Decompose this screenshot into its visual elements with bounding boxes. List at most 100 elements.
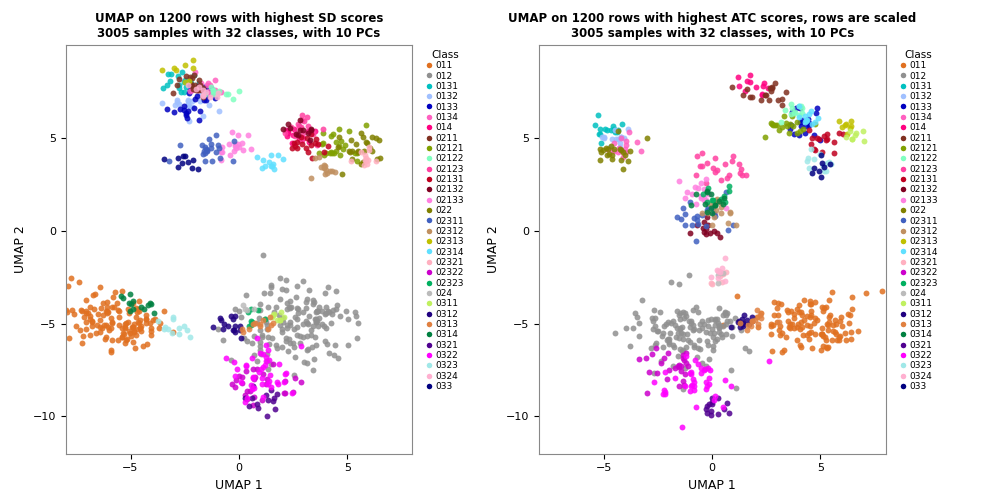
Point <box>776 112 792 120</box>
Point <box>191 76 207 84</box>
Point <box>198 143 214 151</box>
Point <box>700 364 716 372</box>
Point <box>245 401 261 409</box>
Point <box>318 309 334 317</box>
Point <box>262 281 278 289</box>
Point <box>319 149 335 157</box>
Point <box>213 314 229 323</box>
Point <box>681 369 698 377</box>
Point <box>254 396 270 404</box>
Point <box>268 303 284 311</box>
Point <box>603 142 619 150</box>
Point <box>792 325 808 333</box>
Point <box>678 330 695 338</box>
Point <box>716 405 732 413</box>
Point <box>754 91 770 99</box>
Point <box>176 78 193 86</box>
Point <box>198 96 214 104</box>
Point <box>721 186 737 195</box>
Point <box>99 298 115 306</box>
Point <box>305 322 322 330</box>
Point <box>295 135 311 143</box>
Point <box>283 303 299 311</box>
Point <box>707 396 723 404</box>
Point <box>277 369 293 377</box>
Point <box>763 320 779 328</box>
Point <box>774 95 790 103</box>
Point <box>707 392 723 400</box>
Point <box>184 156 201 164</box>
Point <box>179 158 196 166</box>
Point <box>769 303 785 311</box>
Point <box>347 149 363 157</box>
Point <box>706 196 722 204</box>
Point <box>779 306 795 314</box>
Point <box>748 83 764 91</box>
Point <box>806 298 823 306</box>
Point <box>801 164 817 172</box>
Point <box>361 143 377 151</box>
Point <box>620 125 636 133</box>
Point <box>719 309 735 317</box>
Point <box>96 321 112 329</box>
Point <box>721 409 737 417</box>
Point <box>326 149 342 157</box>
Point <box>594 133 610 141</box>
Point <box>703 279 719 287</box>
Point <box>784 111 800 119</box>
Point <box>190 86 206 94</box>
Point <box>111 321 127 329</box>
Point <box>280 347 296 355</box>
Point <box>704 315 720 323</box>
Point <box>700 213 716 221</box>
Point <box>130 319 146 327</box>
Point <box>719 317 735 325</box>
Point <box>677 352 694 360</box>
Point <box>773 299 789 307</box>
Point <box>78 296 94 304</box>
Point <box>168 66 184 74</box>
Point <box>291 339 307 347</box>
Point <box>293 342 309 350</box>
Point <box>289 331 305 339</box>
Point <box>712 269 728 277</box>
Point <box>92 323 108 331</box>
Point <box>300 345 317 353</box>
Point <box>638 134 654 142</box>
Point <box>349 334 365 342</box>
Point <box>659 336 675 344</box>
Point <box>195 150 211 158</box>
Point <box>649 327 665 335</box>
Point <box>840 310 856 318</box>
Point <box>670 334 686 342</box>
Point <box>712 199 728 207</box>
Point <box>753 314 769 322</box>
Point <box>249 400 265 408</box>
Point <box>208 86 224 94</box>
Point <box>136 305 152 313</box>
Point <box>822 158 838 166</box>
Point <box>678 343 695 351</box>
Point <box>293 123 309 132</box>
Point <box>669 362 685 370</box>
Point <box>743 322 759 330</box>
Point <box>832 332 848 340</box>
Point <box>717 255 733 263</box>
Point <box>755 82 771 90</box>
Point <box>794 109 810 117</box>
Point <box>116 330 132 338</box>
Point <box>100 323 116 331</box>
Point <box>805 145 822 153</box>
Point <box>708 196 724 204</box>
Point <box>275 314 291 322</box>
Point <box>689 184 706 193</box>
Point <box>84 317 100 325</box>
Point <box>354 130 370 138</box>
Point <box>74 306 90 314</box>
Point <box>835 322 851 330</box>
Point <box>680 317 697 325</box>
Point <box>177 83 194 91</box>
Point <box>132 324 148 332</box>
Point <box>735 320 751 328</box>
Point <box>749 313 765 322</box>
